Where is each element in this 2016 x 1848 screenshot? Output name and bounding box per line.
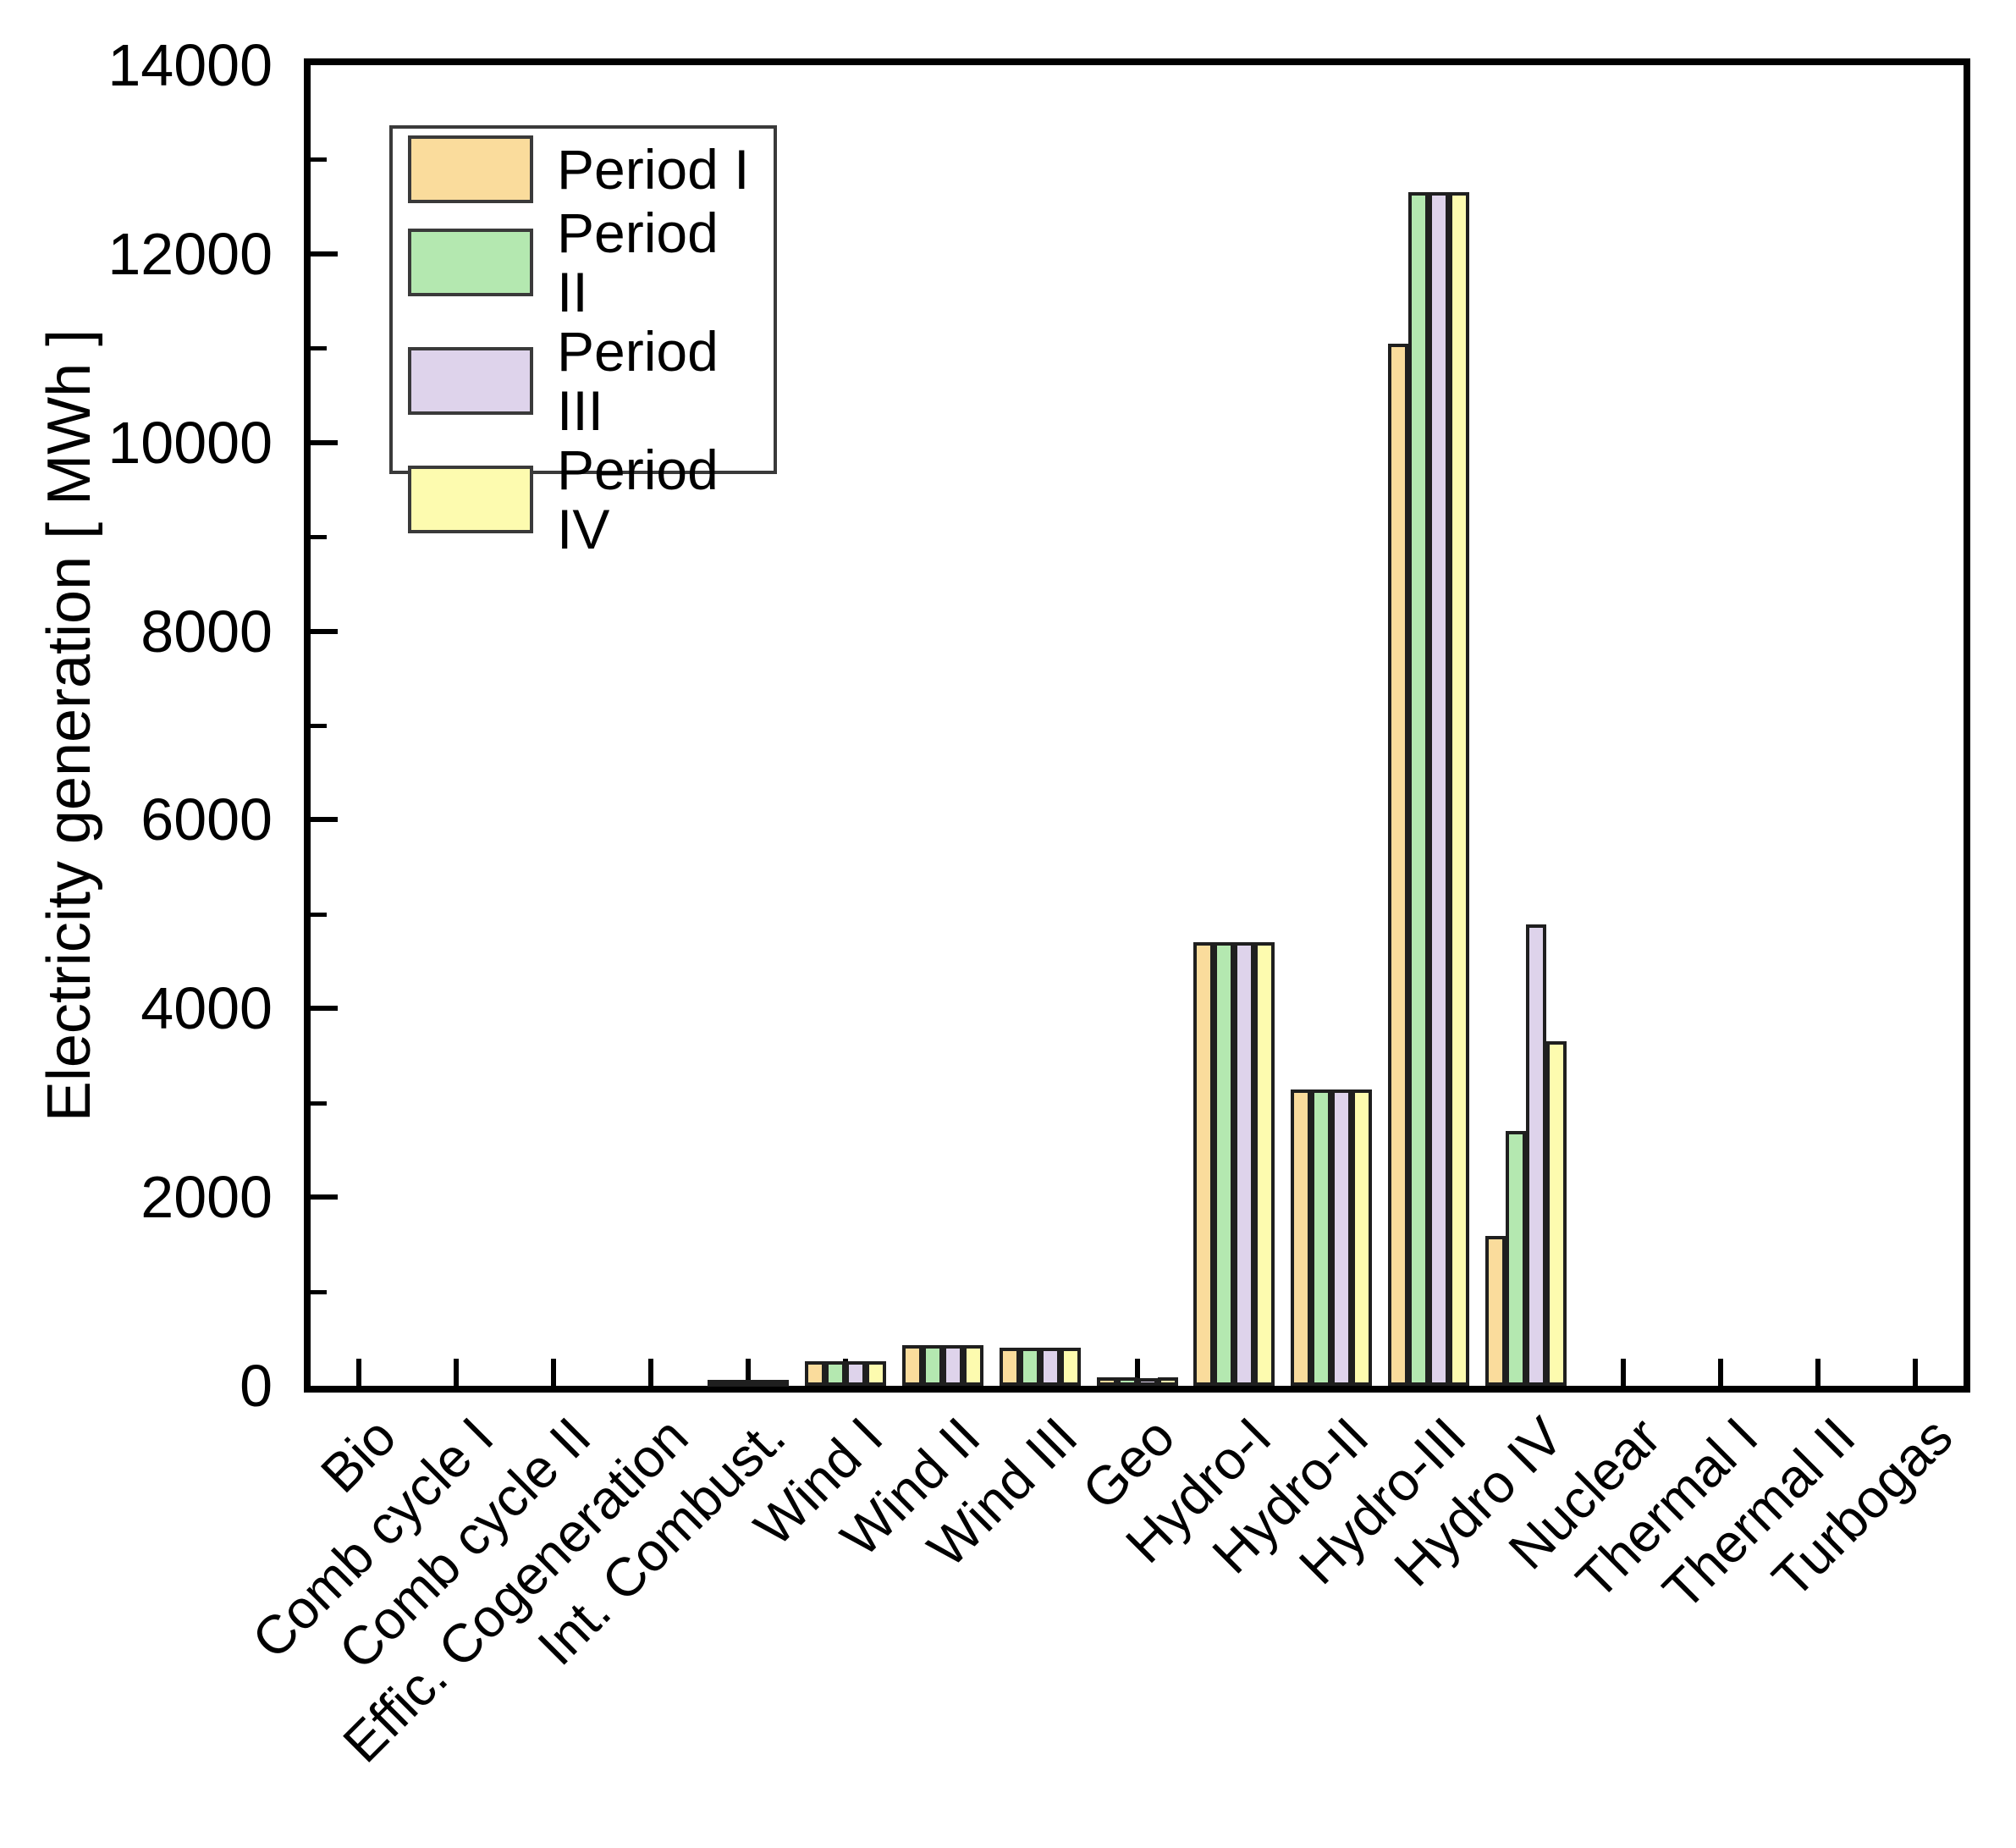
x-tick-effic-cogeneration — [648, 1359, 654, 1386]
bar-hydro-iii-period-ii — [1408, 192, 1429, 1386]
x-tick-nuclear — [1620, 1359, 1626, 1386]
bar-int-combust-period-iv — [768, 1380, 789, 1387]
y-minor-tick-13000 — [311, 157, 327, 163]
bar-hydro-i-period-ii — [1214, 942, 1235, 1386]
bar-hydro-ii-period-ii — [1311, 1089, 1332, 1386]
bar-wind-i-period-iv — [865, 1361, 886, 1386]
legend-label-period-iv: Period IV — [557, 439, 719, 560]
y-minor-tick-5000 — [311, 912, 327, 917]
bar-wind-i-period-ii — [824, 1361, 846, 1386]
legend-entry-period-ii: Period II — [408, 203, 758, 322]
bar-wind-i-period-iii — [845, 1361, 866, 1386]
bar-wind-iii-period-iii — [1039, 1348, 1060, 1386]
y-minor-tick-11000 — [311, 346, 327, 351]
bar-geo-period-i — [1096, 1377, 1117, 1386]
bar-wind-iii-period-i — [999, 1348, 1020, 1386]
bar-geo-period-iv — [1157, 1377, 1178, 1386]
bar-wind-ii-period-i — [901, 1345, 923, 1386]
bar-hydro-iv-period-i — [1485, 1236, 1506, 1386]
bar-hydro-iii-period-iv — [1449, 192, 1470, 1386]
y-major-tick-4000 — [311, 1006, 338, 1012]
bar-hydro-iii-period-iii — [1429, 192, 1450, 1386]
y-major-tick-6000 — [311, 817, 338, 823]
axis-left — [304, 58, 311, 1393]
bar-int-combust-period-i — [707, 1380, 728, 1387]
bar-wind-ii-period-iii — [942, 1345, 963, 1386]
bar-geo-period-ii — [1116, 1377, 1137, 1386]
y-tick-label-6000: 6000 — [140, 786, 273, 853]
y-minor-tick-3000 — [311, 1101, 327, 1106]
legend-swatch-period-iv — [408, 466, 533, 533]
y-major-tick-12000 — [311, 251, 338, 257]
bar-hydro-iv-period-iv — [1546, 1041, 1567, 1386]
legend-swatch-period-iii — [408, 347, 533, 415]
y-major-tick-10000 — [311, 439, 338, 445]
bar-int-combust-period-iii — [747, 1380, 768, 1387]
y-minor-tick-1000 — [311, 1289, 327, 1294]
bar-wind-i-period-i — [804, 1361, 825, 1386]
y-minor-tick-9000 — [311, 535, 327, 540]
legend-swatch-period-i — [408, 135, 533, 203]
y-tick-label-12000: 12000 — [107, 220, 273, 287]
x-tick-int-combust — [745, 1359, 751, 1386]
axis-bottom — [304, 1386, 1970, 1393]
x-tick-thermal-i — [1717, 1359, 1723, 1386]
y-tick-label-14000: 14000 — [107, 32, 273, 98]
axis-right — [1964, 58, 1970, 1393]
legend-label-period-i: Period I — [557, 138, 750, 201]
bar-hydro-ii-period-iii — [1331, 1089, 1352, 1386]
legend-label-period-ii: Period II — [557, 201, 719, 323]
bar-wind-ii-period-ii — [922, 1345, 943, 1386]
bar-hydro-i-period-i — [1193, 942, 1215, 1386]
plot-area: Period I Period II Period III Period IV … — [107, 36, 1970, 1415]
y-tick-label-2000: 2000 — [140, 1164, 273, 1231]
y-axis-title: Electricity generation [ MWh ] — [36, 328, 103, 1123]
x-tick-turbogas — [1912, 1359, 1918, 1386]
bar-wind-iii-period-iv — [1060, 1348, 1081, 1386]
legend-swatch-period-ii — [408, 229, 533, 296]
axis-top — [304, 58, 1970, 65]
x-tick-thermal-ii — [1815, 1359, 1820, 1386]
y-tick-label-10000: 10000 — [107, 409, 273, 476]
bar-hydro-i-period-iii — [1234, 942, 1255, 1386]
y-major-tick-8000 — [311, 628, 338, 634]
x-tick-comb-cycle-i — [454, 1359, 460, 1386]
y-tick-label-4000: 4000 — [140, 975, 273, 1042]
bar-geo-period-iii — [1137, 1378, 1158, 1386]
legend-entry-period-iv: Period IV — [408, 440, 758, 559]
legend-entry-period-i: Period I — [408, 135, 758, 203]
y-minor-tick-7000 — [311, 724, 327, 728]
y-tick-label-0: 0 — [240, 1353, 273, 1419]
bar-hydro-ii-period-iv — [1352, 1089, 1373, 1386]
bar-hydro-i-period-iv — [1254, 942, 1275, 1386]
legend: Period I Period II Period III Period IV — [389, 125, 777, 559]
bar-int-combust-period-ii — [727, 1380, 748, 1387]
bar-hydro-iii-period-i — [1388, 344, 1409, 1386]
y-tick-label-8000: 8000 — [140, 598, 273, 665]
x-tick-comb-cycle-ii — [551, 1359, 557, 1386]
y-major-tick-2000 — [311, 1194, 338, 1200]
bar-hydro-iv-period-iii — [1526, 924, 1547, 1386]
legend-label-period-iii: Period III — [557, 320, 719, 442]
bar-wind-iii-period-ii — [1019, 1348, 1040, 1386]
x-tick-geo — [1134, 1359, 1140, 1386]
bar-wind-ii-period-iv — [962, 1345, 983, 1386]
x-tick-bio — [356, 1359, 362, 1386]
bar-hydro-iv-period-ii — [1506, 1131, 1527, 1386]
bar-hydro-ii-period-i — [1291, 1089, 1312, 1386]
legend-entry-period-iii: Period III — [408, 322, 758, 440]
